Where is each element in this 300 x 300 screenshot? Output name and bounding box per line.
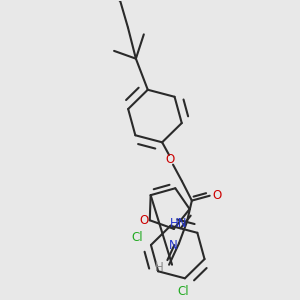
Text: O: O [165,153,175,166]
Text: O: O [139,214,148,227]
Text: Cl: Cl [131,231,143,244]
Text: Cl: Cl [177,285,189,298]
Text: O: O [212,189,221,202]
Text: HN: HN [170,218,188,230]
Text: H: H [155,261,164,274]
Text: N: N [169,239,177,252]
